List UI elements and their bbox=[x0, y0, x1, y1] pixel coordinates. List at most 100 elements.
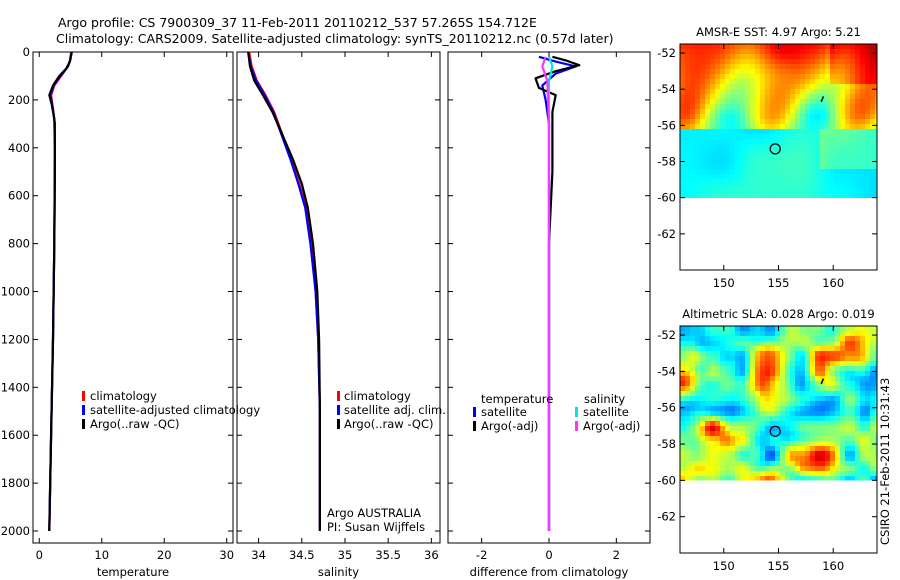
altimetric_sla-cell bbox=[765, 406, 771, 412]
altimetric_sla-cell bbox=[855, 446, 861, 452]
altimetric_sla-cell bbox=[715, 431, 721, 437]
altimetric_sla-cell bbox=[755, 471, 761, 477]
altimetric_sla-cell bbox=[830, 326, 836, 332]
altimetric_sla-cell bbox=[690, 416, 696, 422]
altimetric_sla-cell bbox=[785, 376, 791, 382]
altimetric_sla-cell bbox=[875, 446, 878, 452]
amsr_sst-cell bbox=[755, 89, 761, 95]
altimetric_sla-cell bbox=[760, 431, 766, 437]
legend-label: climatology bbox=[344, 389, 411, 403]
amsr_sst-cell bbox=[815, 89, 821, 95]
altimetric_sla-cell bbox=[685, 326, 691, 332]
altimetric_sla-cell bbox=[860, 456, 866, 462]
amsr_sst-cell bbox=[695, 74, 701, 80]
amsr_sst-cell bbox=[700, 79, 706, 85]
altimetric_sla-cell bbox=[850, 446, 856, 452]
amsr_sst-cell bbox=[870, 104, 876, 110]
altimetric_sla-cell bbox=[795, 421, 801, 427]
altimetric_sla-cell bbox=[770, 366, 776, 372]
altimetric_sla-cell bbox=[840, 396, 846, 402]
altimetric_sla-cell bbox=[855, 326, 861, 332]
amsr_sst-cell bbox=[735, 174, 741, 180]
legend-swatch bbox=[575, 421, 578, 431]
amsr_sst-cell bbox=[705, 144, 711, 150]
amsr_sst-cell bbox=[740, 144, 746, 150]
altimetric_sla-cell bbox=[840, 386, 846, 392]
altimetric_sla-cell bbox=[785, 401, 791, 407]
depth-tick-label: 2000 bbox=[1, 524, 30, 538]
amsr_sst-cell bbox=[735, 54, 741, 60]
altimetric_sla-cell bbox=[760, 391, 766, 397]
amsr_sst-cell bbox=[795, 64, 801, 70]
altimetric_sla-cell bbox=[760, 436, 766, 442]
altimetric_sla-cell bbox=[690, 331, 696, 337]
altimetric_sla-cell bbox=[870, 411, 876, 417]
altimetric_sla-cell bbox=[765, 396, 771, 402]
altimetric_sla-cell bbox=[800, 336, 806, 342]
amsr_sst-cell bbox=[720, 99, 726, 105]
amsr_sst-cell bbox=[865, 114, 871, 120]
altimetric_sla-cell bbox=[810, 401, 816, 407]
altimetric_sla-cell bbox=[835, 326, 841, 332]
altimetric_sla-cell bbox=[790, 451, 796, 457]
altimetric_sla-cell bbox=[795, 356, 801, 362]
amsr_sst-cell bbox=[840, 149, 846, 155]
amsr_sst-cell bbox=[740, 139, 746, 145]
altimetric_sla-cell bbox=[780, 356, 786, 362]
amsr_sst-cell bbox=[700, 139, 706, 145]
altimetric_sla-cell bbox=[845, 411, 851, 417]
altimetric_sla-cell bbox=[825, 436, 831, 442]
altimetric_sla-cell bbox=[720, 336, 726, 342]
amsr_sst-cell bbox=[830, 79, 836, 85]
amsr_sst-cell bbox=[845, 139, 851, 145]
amsr_sst-cell bbox=[835, 84, 841, 90]
altimetric_sla-cell bbox=[795, 436, 801, 442]
amsr_sst-cell bbox=[855, 44, 861, 50]
amsr_sst-cell bbox=[845, 79, 851, 85]
altimetric_sla-cell bbox=[765, 341, 771, 347]
amsr_sst-cell bbox=[680, 104, 686, 110]
altimetric_sla-cell bbox=[790, 456, 796, 462]
altimetric_sla-cell bbox=[720, 391, 726, 397]
amsr_sst-cell bbox=[865, 179, 871, 185]
amsr_sst-cell bbox=[865, 74, 871, 80]
amsr_sst-cell bbox=[750, 124, 756, 130]
amsr_sst-cell bbox=[815, 189, 821, 195]
amsr_sst-cell bbox=[815, 134, 821, 140]
altimetric_sla-cell bbox=[760, 461, 766, 467]
altimetric_sla-cell bbox=[805, 406, 811, 412]
altimetric_sla-cell bbox=[795, 346, 801, 352]
altimetric_sla-cell bbox=[725, 421, 731, 427]
amsr_sst-cell bbox=[830, 134, 836, 140]
amsr_sst-cell bbox=[840, 74, 846, 80]
amsr_sst-cell bbox=[800, 94, 806, 100]
altimetric_sla-cell bbox=[695, 351, 701, 357]
altimetric_sla-cell bbox=[710, 466, 716, 472]
amsr_sst-cell bbox=[800, 124, 806, 130]
altimetric_sla-cell bbox=[840, 346, 846, 352]
altimetric_sla-cell bbox=[860, 331, 866, 337]
amsr_sst-cell bbox=[850, 54, 856, 60]
altimetric_sla-cell bbox=[715, 361, 721, 367]
altimetric_sla-cell bbox=[685, 446, 691, 452]
amsr_sst-cell bbox=[770, 54, 776, 60]
altimetric_sla-cell bbox=[695, 336, 701, 342]
altimetric_sla-cell bbox=[805, 351, 811, 357]
difference-xtick-label: -2 bbox=[476, 548, 487, 562]
amsr_sst-cell bbox=[780, 184, 786, 190]
altimetric_sla-cell bbox=[710, 456, 716, 462]
altimetric_sla-cell bbox=[810, 466, 816, 472]
amsr_sst-cell bbox=[840, 104, 846, 110]
altimetric_sla-cell bbox=[760, 456, 766, 462]
altimetric_sla-cell bbox=[690, 351, 696, 357]
amsr_sst-cell bbox=[725, 44, 731, 50]
altimetric_sla-cell bbox=[805, 421, 811, 427]
altimetric_sla-cell bbox=[845, 466, 851, 472]
figure-title-line2: Climatology: CARS2009. Satellite-adjuste… bbox=[56, 31, 613, 46]
altimetric_sla-cell bbox=[835, 371, 841, 377]
amsr_sst-cell bbox=[745, 109, 751, 115]
altimetric_sla-cell bbox=[810, 386, 816, 392]
amsr_sst-cell bbox=[825, 49, 831, 55]
amsr_sst-cell bbox=[845, 54, 851, 60]
altimetric_sla-cell bbox=[705, 466, 711, 472]
